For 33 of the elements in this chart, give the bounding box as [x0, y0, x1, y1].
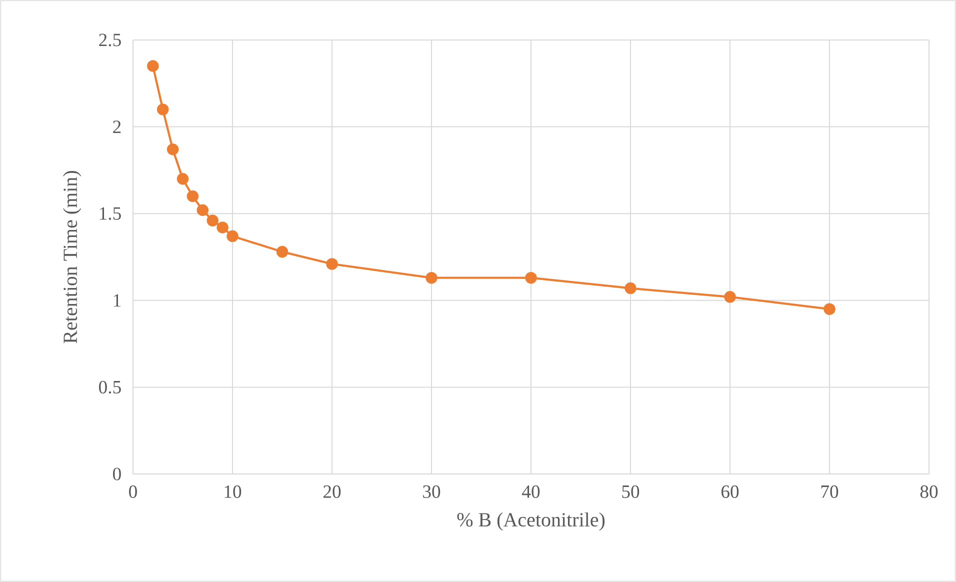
- point: [216, 222, 228, 234]
- x-tick-label: 0: [129, 485, 137, 498]
- point: [724, 291, 736, 303]
- point: [186, 190, 199, 202]
- y-tick-label: 2: [113, 120, 121, 133]
- point: [196, 204, 209, 216]
- point: [624, 282, 636, 294]
- y-tick-label: 2.5: [99, 34, 121, 46]
- point: [426, 272, 438, 284]
- x-tick-label: 30: [423, 485, 440, 498]
- point: [326, 258, 338, 270]
- x-tick-label: 60: [721, 485, 739, 498]
- x-tick-label: 70: [821, 485, 838, 498]
- point: [276, 246, 288, 258]
- x-tick-label: 80: [920, 485, 938, 498]
- x-axis-title: % B (Acetonitrile): [457, 512, 605, 531]
- x-tick-label: 50: [622, 485, 640, 498]
- x-tick-label: 40: [522, 485, 540, 498]
- point: [176, 173, 189, 185]
- point: [824, 303, 836, 315]
- y-axis-title: Retention Time (min): [63, 171, 82, 344]
- point: [166, 143, 179, 156]
- x-tick-label: 10: [224, 485, 242, 498]
- y-tick-label: 1: [114, 294, 121, 307]
- point: [525, 272, 537, 284]
- point: [147, 60, 159, 72]
- point: [226, 230, 238, 242]
- point: [156, 104, 169, 116]
- y-tick-label: 0.5: [99, 380, 121, 394]
- x-tick-label: 20: [323, 485, 341, 498]
- point: [206, 214, 218, 226]
- y-tick-label: 0: [113, 468, 121, 480]
- y-tick-label: 1.5: [100, 207, 121, 220]
